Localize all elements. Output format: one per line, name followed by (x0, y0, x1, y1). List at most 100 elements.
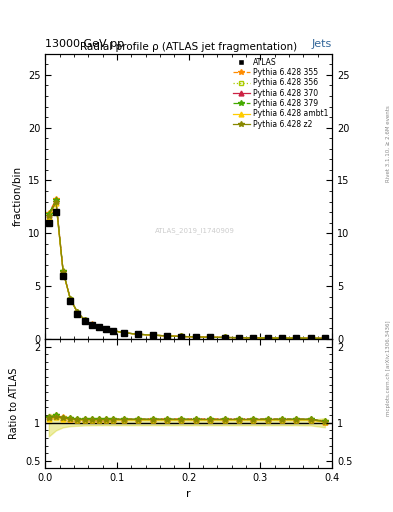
Title: Radial profile ρ (ATLAS jet fragmentation): Radial profile ρ (ATLAS jet fragmentatio… (80, 41, 297, 52)
Pythia 6.428 ambt1 (61, 269, 66, 275)
Text: ATLAS_2019_I1740909: ATLAS_2019_I1740909 (154, 227, 234, 234)
Pythia 6.428 379 (68, 295, 73, 302)
Pythia 6.428 355 (323, 335, 327, 342)
Pythia 6.428 379 (308, 335, 313, 342)
Pythia 6.428 370 (136, 331, 141, 337)
Pythia 6.428 z2 (279, 335, 284, 341)
Pythia 6.428 355 (46, 210, 51, 217)
Pythia 6.428 ambt1 (53, 200, 58, 206)
Pythia 6.428 370 (208, 334, 213, 340)
Pythia 6.428 370 (323, 335, 327, 342)
Pythia 6.428 356 (151, 332, 155, 338)
Pythia 6.428 ambt1 (237, 335, 241, 341)
Pythia 6.428 370 (61, 268, 66, 274)
Line: Pythia 6.428 356: Pythia 6.428 356 (46, 200, 327, 340)
Pythia 6.428 ambt1 (90, 322, 94, 328)
Pythia 6.428 379 (222, 334, 227, 340)
Pythia 6.428 ambt1 (82, 317, 87, 324)
Pythia 6.428 z2 (151, 332, 155, 338)
Pythia 6.428 355 (165, 333, 169, 339)
Pythia 6.428 370 (122, 330, 127, 336)
Pythia 6.428 379 (136, 331, 141, 337)
Pythia 6.428 ambt1 (308, 335, 313, 342)
Pythia 6.428 355 (68, 295, 73, 302)
Pythia 6.428 379 (323, 335, 327, 342)
Text: 13000 GeV pp: 13000 GeV pp (45, 38, 124, 49)
Pythia 6.428 z2 (122, 330, 127, 336)
Pythia 6.428 356 (165, 333, 169, 339)
Pythia 6.428 ambt1 (193, 334, 198, 340)
Pythia 6.428 z2 (111, 328, 116, 334)
Pythia 6.428 379 (279, 335, 284, 341)
Pythia 6.428 356 (61, 269, 66, 275)
Pythia 6.428 355 (279, 335, 284, 341)
Pythia 6.428 379 (151, 332, 155, 338)
Pythia 6.428 355 (90, 322, 94, 328)
Pythia 6.428 355 (61, 268, 66, 274)
Pythia 6.428 ambt1 (136, 331, 141, 337)
Pythia 6.428 z2 (237, 335, 241, 341)
Pythia 6.428 356 (237, 335, 241, 341)
Pythia 6.428 370 (193, 334, 198, 340)
Pythia 6.428 379 (111, 328, 116, 334)
Pythia 6.428 379 (179, 333, 184, 339)
Pythia 6.428 370 (308, 335, 313, 342)
Pythia 6.428 355 (308, 335, 313, 342)
Y-axis label: fraction/bin: fraction/bin (12, 166, 22, 226)
Pythia 6.428 370 (222, 334, 227, 340)
Pythia 6.428 355 (53, 197, 58, 203)
Pythia 6.428 355 (75, 309, 80, 315)
Pythia 6.428 379 (90, 322, 94, 328)
Line: Pythia 6.428 z2: Pythia 6.428 z2 (46, 199, 328, 341)
Pythia 6.428 ambt1 (294, 335, 299, 341)
Line: Pythia 6.428 379: Pythia 6.428 379 (46, 197, 328, 341)
Pythia 6.428 370 (151, 332, 155, 338)
Pythia 6.428 370 (265, 335, 270, 341)
Pythia 6.428 z2 (82, 317, 87, 323)
Pythia 6.428 z2 (265, 335, 270, 341)
Pythia 6.428 ambt1 (251, 335, 255, 341)
Pythia 6.428 ambt1 (111, 328, 116, 334)
Pythia 6.428 ambt1 (208, 334, 213, 340)
Pythia 6.428 355 (208, 334, 213, 340)
Pythia 6.428 379 (75, 309, 80, 315)
Pythia 6.428 355 (136, 331, 141, 337)
Pythia 6.428 z2 (75, 309, 80, 315)
Pythia 6.428 370 (179, 333, 184, 339)
Pythia 6.428 356 (279, 335, 284, 341)
Pythia 6.428 356 (104, 326, 108, 332)
Pythia 6.428 ambt1 (265, 335, 270, 341)
Pythia 6.428 ambt1 (323, 335, 327, 342)
Pythia 6.428 355 (251, 335, 255, 341)
Pythia 6.428 356 (53, 199, 58, 205)
Pythia 6.428 356 (136, 331, 141, 337)
Pythia 6.428 355 (104, 326, 108, 332)
Pythia 6.428 356 (179, 333, 184, 339)
Pythia 6.428 370 (111, 328, 116, 334)
Y-axis label: Ratio to ATLAS: Ratio to ATLAS (9, 368, 19, 439)
Pythia 6.428 356 (75, 309, 80, 315)
Pythia 6.428 355 (237, 334, 241, 340)
Pythia 6.428 ambt1 (179, 333, 184, 339)
Pythia 6.428 ambt1 (46, 214, 51, 220)
Pythia 6.428 379 (104, 326, 108, 332)
Pythia 6.428 370 (82, 317, 87, 323)
Pythia 6.428 379 (122, 330, 127, 336)
Pythia 6.428 379 (97, 324, 101, 330)
Pythia 6.428 356 (208, 334, 213, 340)
Pythia 6.428 355 (122, 330, 127, 336)
Pythia 6.428 355 (294, 335, 299, 341)
Pythia 6.428 356 (265, 335, 270, 341)
Pythia 6.428 370 (53, 198, 58, 204)
Pythia 6.428 379 (237, 334, 241, 340)
Pythia 6.428 379 (165, 333, 169, 339)
Pythia 6.428 z2 (294, 335, 299, 341)
Pythia 6.428 z2 (308, 335, 313, 342)
Pythia 6.428 370 (104, 326, 108, 332)
Pythia 6.428 z2 (53, 199, 58, 205)
Pythia 6.428 ambt1 (75, 310, 80, 316)
Pythia 6.428 379 (208, 334, 213, 340)
Line: Pythia 6.428 355: Pythia 6.428 355 (46, 197, 328, 341)
Pythia 6.428 z2 (251, 335, 255, 341)
Pythia 6.428 356 (193, 334, 198, 340)
